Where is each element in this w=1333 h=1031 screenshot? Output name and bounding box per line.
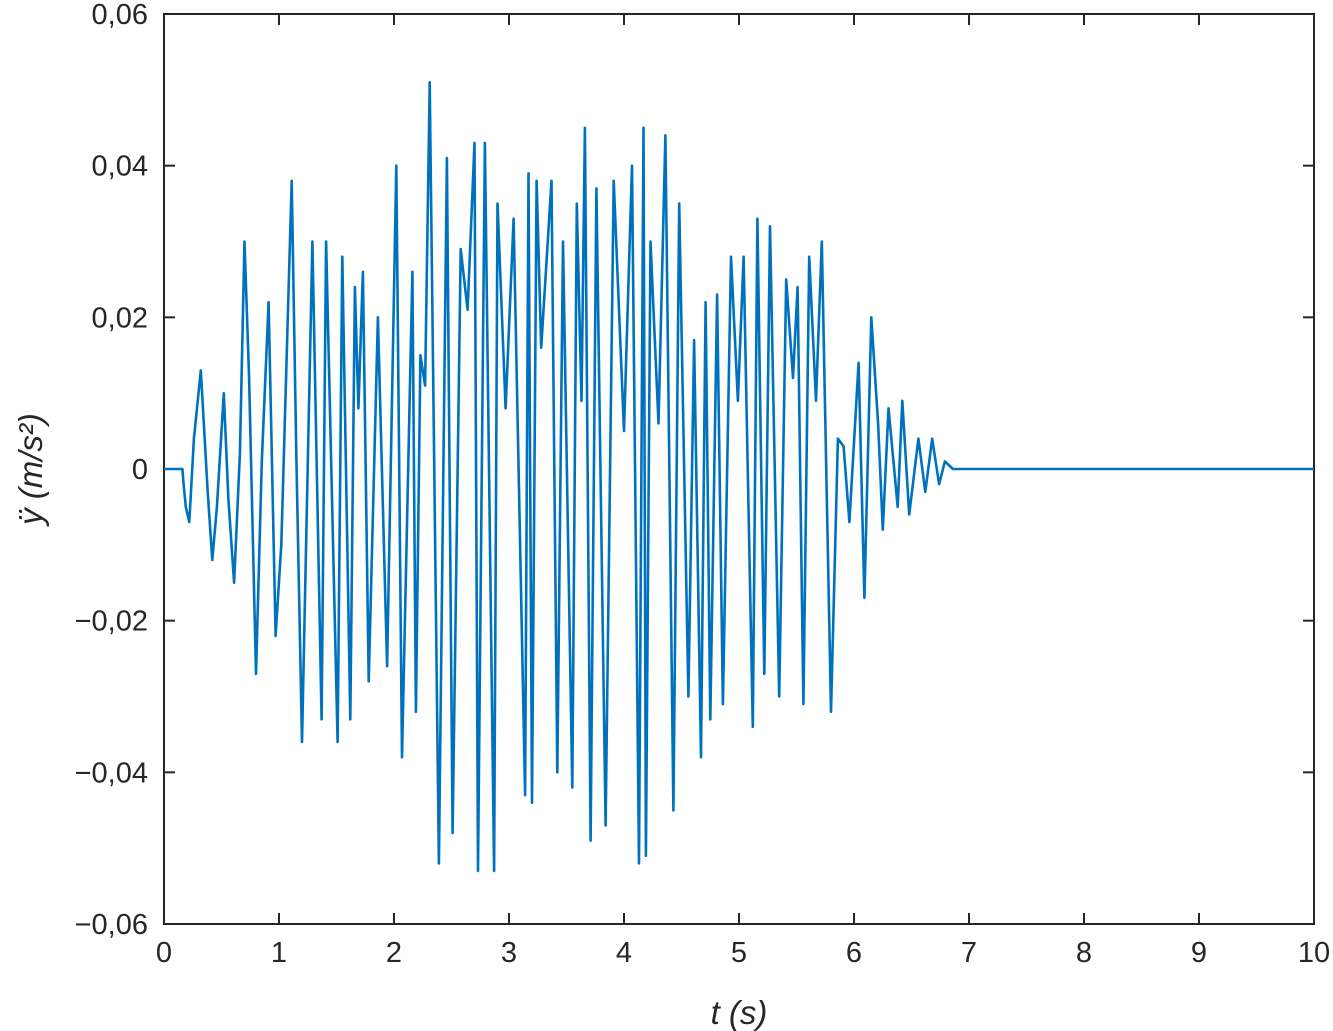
x-tick-label: 0 [156,937,172,969]
y-axis-ticks: −0,06 −0,04 −0,02 0 0,02 0,04 0,06 [75,0,1314,941]
x-axis-ticks: 0 1 2 3 4 5 6 7 8 9 10 [156,14,1330,969]
series-line [164,81,1314,873]
x-tick-label: 3 [501,937,517,969]
y-tick-label: 0,06 [92,0,148,31]
x-tick-label: 8 [1076,937,1092,969]
y-tick-label: 0,04 [92,151,148,183]
y-axis-label: ÿ (m/s²) [12,413,49,527]
y-tick-label: 0,02 [92,302,148,334]
x-tick-label: 4 [616,937,632,969]
x-tick-label: 1 [271,937,287,969]
x-tick-label: 5 [731,937,747,969]
x-tick-label: 9 [1191,937,1207,969]
x-tick-label: 7 [961,937,977,969]
y-tick-label: 0 [132,454,148,486]
x-tick-label: 2 [386,937,402,969]
y-tick-label: −0,06 [75,909,148,941]
y-tick-label: −0,02 [75,606,148,638]
x-axis-label: t (s) [711,994,768,1031]
x-tick-label: 10 [1298,937,1330,969]
y-tick-label: −0,04 [75,757,148,789]
x-tick-label: 6 [846,937,862,969]
